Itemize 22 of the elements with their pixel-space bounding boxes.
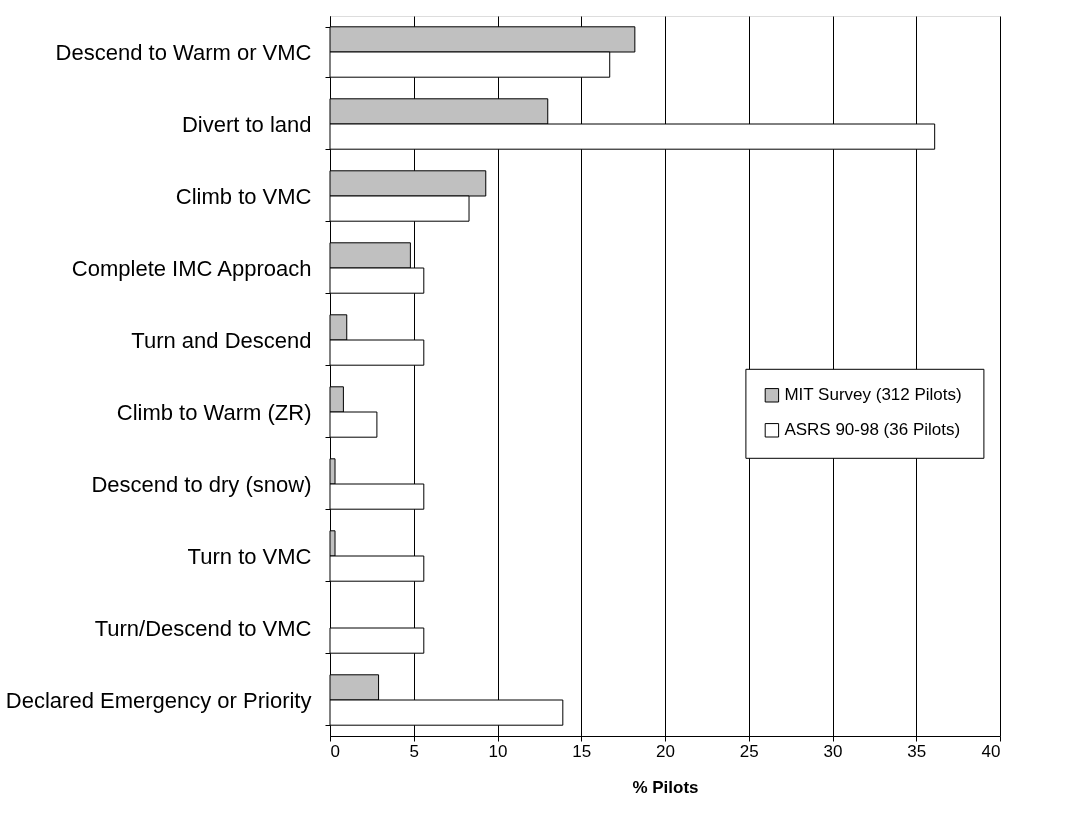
y-tick-label: Descend to Warm or VMC <box>55 39 312 65</box>
y-tick-label: Descend to dry (snow) <box>91 471 312 497</box>
x-tick-label: 10 <box>488 741 508 761</box>
y-tick-label: Climb to VMC <box>175 183 312 209</box>
x-tick-label: 20 <box>656 741 675 761</box>
x-tick-label: 40 <box>981 741 1001 761</box>
x-tick-label: 30 <box>823 741 843 761</box>
legend-label: ASRS 90-98 (36 Pilots) <box>784 420 961 440</box>
y-tick-label: Complete IMC Approach <box>71 255 312 281</box>
y-tick-label: Turn and Descend <box>131 327 312 353</box>
y-tick-label: Divert to land <box>181 111 312 137</box>
x-tick-label: 25 <box>739 741 759 761</box>
y-tick-label: Climb to Warm (ZR) <box>116 399 312 425</box>
legend-label: MIT Survey (312 Pilots) <box>784 385 962 405</box>
y-tick-label: Turn/Descend to VMC <box>94 615 312 641</box>
x-tick-label: 5 <box>409 741 419 761</box>
x-axis-title: % Pilots <box>632 777 699 797</box>
x-tick-label: 0 <box>330 741 340 761</box>
y-tick-label: Declared Emergency or Priority <box>5 687 312 713</box>
x-tick-label: 15 <box>572 741 592 761</box>
y-tick-label: Turn to VMC <box>187 543 312 569</box>
x-tick-label: 35 <box>907 741 927 761</box>
